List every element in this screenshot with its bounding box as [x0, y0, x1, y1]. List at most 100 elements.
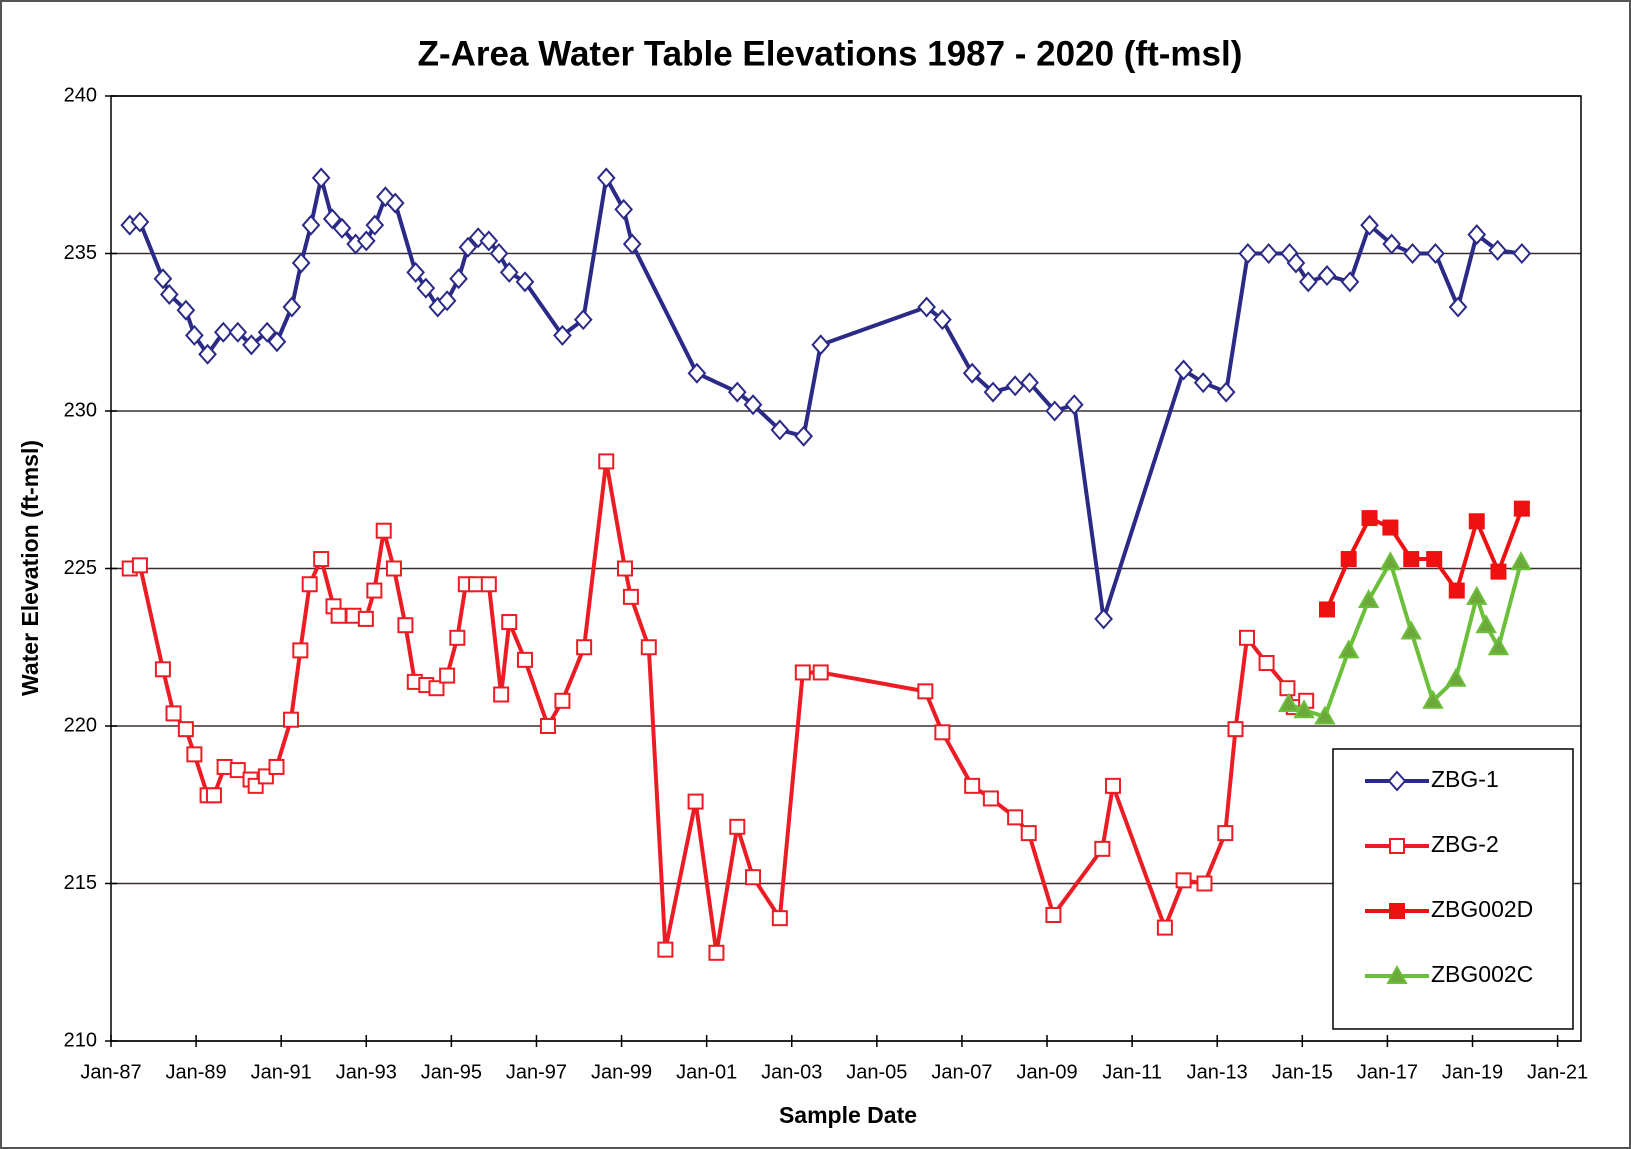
marker: [1156, 919, 1173, 936]
marker: [416, 277, 436, 299]
marker: [1512, 242, 1532, 265]
marker: [1239, 629, 1256, 646]
marker: [1020, 825, 1037, 842]
marker: [1361, 510, 1378, 527]
marker: [301, 576, 318, 593]
x-tick-label: Jan-13: [1187, 1061, 1248, 1083]
marker: [257, 321, 277, 343]
marker: [130, 211, 150, 233]
series-line: [1325, 507, 1524, 611]
marker: [1277, 692, 1300, 712]
marker: [1466, 585, 1488, 605]
marker: [917, 296, 936, 318]
marker: [1487, 636, 1510, 656]
marker: [1318, 601, 1335, 618]
marker: [301, 214, 321, 236]
marker: [727, 381, 747, 403]
marker: [356, 230, 376, 252]
x-axis-title: Sample Date: [779, 1102, 917, 1128]
marker: [479, 230, 499, 252]
marker: [365, 214, 385, 236]
marker: [745, 869, 762, 886]
marker: [770, 419, 790, 441]
x-tick-label: Jan-87: [80, 1061, 141, 1083]
legend-label: ZBG-1: [1431, 766, 1499, 792]
marker: [292, 642, 309, 659]
marker: [1317, 265, 1337, 287]
marker: [1360, 214, 1379, 236]
marker: [982, 790, 999, 807]
marker: [1488, 239, 1507, 261]
x-tick-label: Jan-99: [591, 1061, 652, 1083]
marker: [1217, 825, 1234, 842]
marker: [177, 721, 194, 738]
marker: [1007, 809, 1024, 826]
legend-box: [1332, 748, 1574, 1030]
marker: [687, 362, 707, 384]
marker: [242, 334, 261, 356]
marker: [622, 588, 639, 605]
marker: [131, 557, 148, 574]
marker: [268, 758, 285, 775]
x-tick-label: Jan-07: [931, 1061, 992, 1083]
marker: [332, 217, 352, 239]
marker: [1467, 224, 1487, 246]
marker: [480, 576, 497, 593]
marker: [1258, 655, 1275, 671]
marker: [812, 664, 829, 681]
plot-frame: [110, 95, 1582, 1042]
marker: [917, 683, 934, 700]
x-tick-label: Jan-93: [336, 1061, 397, 1083]
marker: [1513, 500, 1530, 517]
x-tick-label: Jan-15: [1272, 1061, 1333, 1083]
y-tick-label: 220: [64, 714, 97, 736]
x-tick-label: Jan-19: [1442, 1061, 1503, 1083]
marker: [687, 793, 704, 810]
marker: [1403, 242, 1422, 265]
marker: [501, 614, 518, 631]
marker: [198, 343, 217, 365]
marker: [1382, 519, 1399, 536]
marker: [708, 944, 725, 961]
marker: [1340, 551, 1357, 568]
marker: [657, 941, 674, 958]
marker: [1475, 614, 1497, 634]
y-tick-label: 235: [64, 242, 97, 264]
marker: [176, 299, 196, 321]
marker: [794, 664, 811, 681]
marker: [216, 758, 233, 775]
marker: [282, 711, 299, 728]
legend-marker: [1389, 903, 1405, 919]
x-tick-label: Jan-05: [846, 1061, 907, 1083]
marker: [1490, 563, 1507, 580]
marker: [366, 582, 383, 599]
marker: [596, 167, 616, 189]
marker: [515, 271, 535, 293]
marker: [1094, 840, 1111, 857]
y-tick-label: 225: [64, 557, 97, 579]
marker: [499, 261, 519, 283]
marker: [1340, 271, 1360, 293]
x-tick-label: Jan-17: [1357, 1061, 1418, 1083]
marker: [458, 236, 478, 258]
marker: [573, 309, 593, 331]
marker: [962, 362, 982, 384]
marker: [616, 560, 633, 577]
legend-marker: [1386, 964, 1408, 984]
marker: [1193, 372, 1213, 394]
marker: [397, 617, 414, 634]
marker: [1379, 551, 1402, 571]
x-tick-label: Jan-89: [166, 1061, 227, 1083]
marker: [439, 667, 456, 684]
y-axis-title: Water Elevation (ft-msl): [17, 440, 43, 696]
marker: [964, 777, 981, 794]
chart-title: Z-Area Water Table Elevations 1987 - 202…: [418, 34, 1243, 73]
marker: [154, 661, 171, 678]
marker: [934, 724, 951, 741]
marker: [1468, 513, 1485, 530]
marker: [554, 692, 571, 709]
legend-label: ZBG002C: [1431, 961, 1533, 987]
marker: [1174, 359, 1193, 381]
marker: [598, 453, 615, 470]
